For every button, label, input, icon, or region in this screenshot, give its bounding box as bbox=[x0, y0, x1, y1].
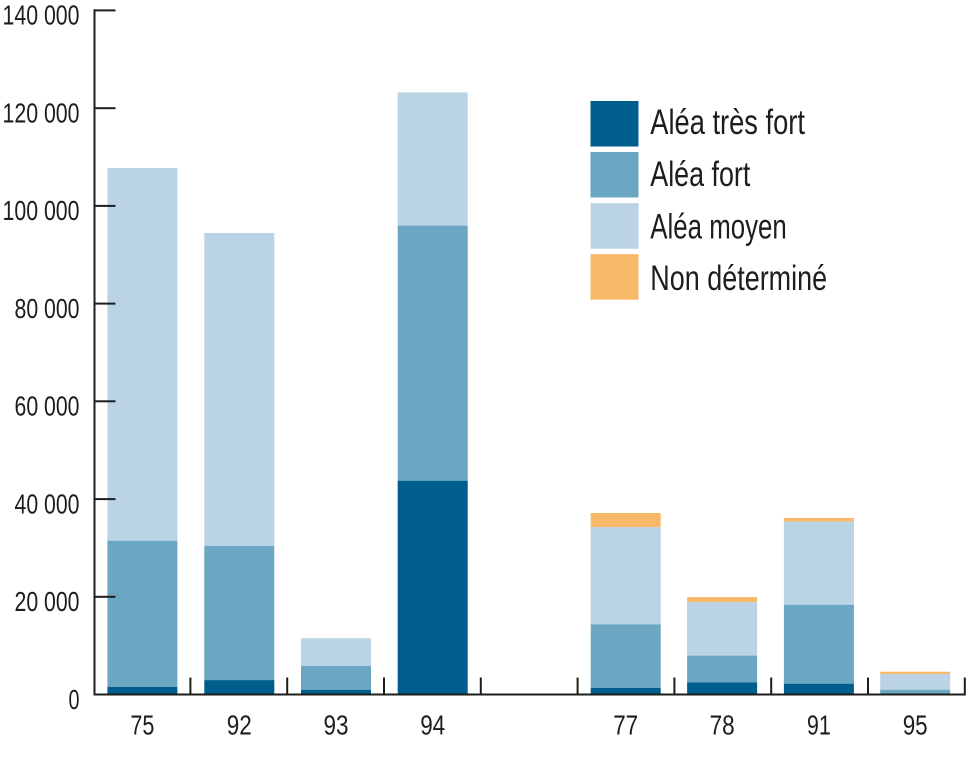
svg-text:91: 91 bbox=[807, 710, 831, 741]
svg-text:Aléa fort: Aléa fort bbox=[650, 155, 750, 194]
svg-text:60 000: 60 000 bbox=[15, 391, 80, 422]
svg-text:20 000: 20 000 bbox=[15, 586, 80, 617]
svg-text:94: 94 bbox=[420, 710, 445, 741]
svg-text:93: 93 bbox=[324, 710, 349, 741]
svg-text:75: 75 bbox=[130, 710, 154, 741]
svg-text:120 000: 120 000 bbox=[3, 97, 80, 128]
svg-text:Aléa très fort: Aléa très fort bbox=[650, 103, 805, 142]
svg-text:100 000: 100 000 bbox=[3, 195, 80, 226]
svg-text:92: 92 bbox=[227, 710, 252, 741]
svg-text:Aléa moyen: Aléa moyen bbox=[650, 208, 787, 247]
svg-text:Non déterminé: Non déterminé bbox=[650, 259, 827, 298]
svg-text:0: 0 bbox=[69, 684, 80, 715]
svg-text:95: 95 bbox=[903, 710, 928, 741]
svg-text:40 000: 40 000 bbox=[15, 488, 80, 519]
svg-text:78: 78 bbox=[710, 710, 735, 741]
svg-text:140 000: 140 000 bbox=[3, 0, 80, 31]
svg-text:77: 77 bbox=[613, 710, 638, 741]
svg-text:80 000: 80 000 bbox=[15, 293, 80, 324]
